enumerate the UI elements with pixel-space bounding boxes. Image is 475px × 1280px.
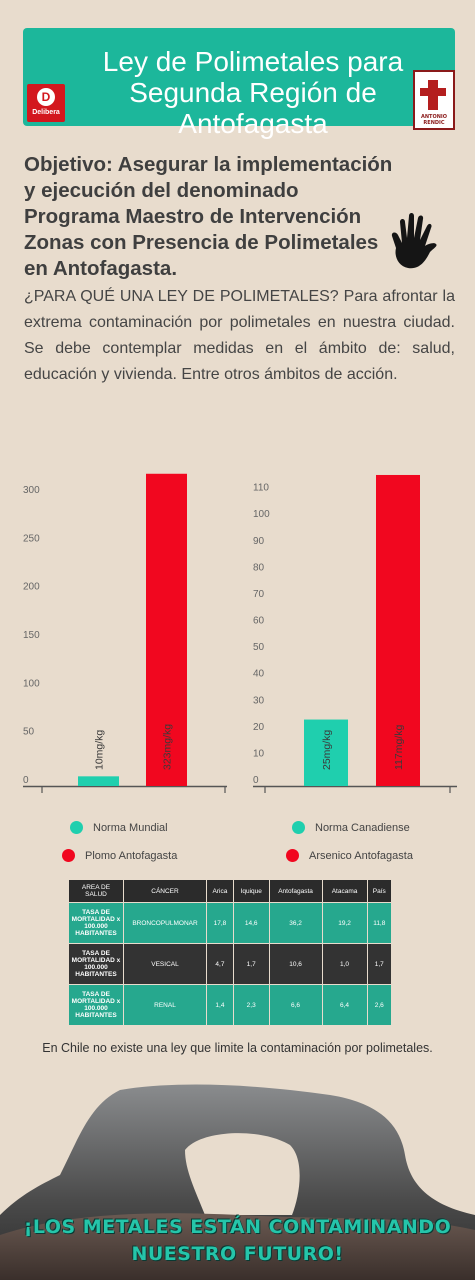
y-tick-label: 60 [253, 616, 265, 627]
y-tick-label: 70 [253, 589, 265, 600]
delibera-logo: D Delibera [27, 84, 65, 122]
handprint-icon [391, 213, 437, 269]
col-header: Arica [206, 879, 234, 903]
table-cell: 1,0 [321, 943, 368, 985]
table-cell: RENAL [123, 984, 207, 1026]
col-header: CÁNCER [123, 879, 207, 903]
table-cell: 2,6 [366, 984, 393, 1026]
y-tick-label: 80 [253, 562, 265, 573]
y-tick-label: 100 [23, 678, 40, 689]
y-tick-label: 50 [23, 727, 35, 738]
intro-paragraph: ¿PARA QUÉ UNA LEY DE POLIMETALES? Para a… [24, 288, 455, 383]
table-cell: 14,6 [232, 902, 270, 944]
y-tick-label: 10 [253, 748, 265, 759]
table-cell: 1,4 [206, 984, 234, 1026]
y-tick-label: 300 [23, 485, 40, 496]
table-cell: 6,4 [321, 984, 368, 1026]
objective-heading: Objetivo: Asegurar la implementación y e… [24, 153, 393, 280]
page-title: Ley de Polimetales para Segunda Región d… [102, 46, 404, 139]
col-header: Antofagasta [268, 879, 323, 903]
bar-data-label: 10mg/kg [94, 730, 106, 770]
table-cell: VESICAL [123, 943, 207, 985]
table-cell: 19,2 [321, 902, 368, 944]
table-cell: TASA DE MORTALIDAD x 100.000 HABITANTES [68, 902, 124, 944]
footnote-text: En Chile no existe una ley que limite la… [42, 1041, 433, 1055]
table-cell: 1,7 [232, 943, 270, 985]
table-cell: 6,6 [268, 984, 323, 1026]
table-cell: 10,6 [268, 943, 323, 985]
bar-arsenico-antofagasta [376, 474, 420, 786]
y-tick-label: 110 [253, 483, 269, 494]
y-tick-label: 100 [253, 509, 270, 520]
rock-arch-illustration [0, 1084, 475, 1280]
y-tick-label: 90 [253, 536, 265, 547]
col-header: Iquique [232, 879, 270, 903]
plomo-bar-chart: 0 50 100 150 200 250 300 10mg/kg 323mg/kg [23, 473, 227, 793]
delibera-logo-text: Delibera [32, 109, 60, 116]
legend-label-arsenico: Arsenico Antofagasta [309, 850, 413, 862]
bar-norma-canadiense [304, 719, 348, 786]
table-row: TASA DE MORTALIDAD x 100.000 HABITANTES … [68, 943, 393, 985]
table-cell: 17,8 [206, 902, 234, 944]
y-tick-label: 250 [23, 533, 40, 544]
table-cell: 4,7 [206, 943, 234, 985]
legend-label-norma-mundial: Norma Mundial [93, 822, 168, 834]
bar-data-label: 117mg/kg [393, 725, 405, 770]
delibera-logo-mark: D [37, 88, 55, 106]
table-cell: TASA DE MORTALIDAD x 100.000 HABITANTES [68, 943, 124, 985]
bar-data-label: 25mg/kg [321, 730, 333, 770]
header-banner: Ley de Polimetales para Segunda Región d… [23, 28, 455, 139]
mortality-table: AREA DE SALUD CÁNCER Arica Iquique Antof… [68, 879, 393, 1026]
arsenico-bar-chart: 0 10 20 30 40 50 60 70 80 90 100 110 25mg/kg 117mg/kg [253, 474, 457, 793]
table-cell: 11,8 [366, 902, 393, 944]
bar-data-label: 323mg/kg [162, 724, 174, 770]
y-tick-label: 50 [253, 642, 265, 653]
y-tick-label: 40 [253, 669, 265, 680]
col-header: Atacama [321, 879, 368, 903]
table-header-row: AREA DE SALUD CÁNCER Arica Iquique Antof… [68, 879, 393, 903]
table-cell: TASA DE MORTALIDAD x 100.000 HABITANTES [68, 984, 124, 1026]
legend-swatch-arsenico [286, 849, 299, 862]
school-crest-text: ANTONIO RENDIC [420, 114, 447, 126]
bar-plomo-antofagasta [146, 473, 187, 786]
slogan-text: ¡LOS METALES ESTÁN CONTAMINANDO NUESTRO … [0, 1214, 475, 1268]
slogan-line-1: ¡LOS METALES ESTÁN CONTAMINANDO [23, 1216, 452, 1238]
col-header: País [366, 879, 393, 903]
y-tick-label: 20 [253, 722, 265, 733]
table-row: TASA DE MORTALIDAD x 100.000 HABITANTES … [68, 984, 393, 1026]
y-tick-label: 0 [253, 775, 259, 786]
y-tick-label: 150 [23, 630, 40, 641]
y-tick-label: 0 [23, 775, 29, 786]
legend-swatch-norma-canadiense [292, 821, 305, 834]
table-cell: 2,3 [232, 984, 270, 1026]
col-header: AREA DE SALUD [68, 879, 124, 903]
table-cell: 1,7 [366, 943, 393, 985]
y-tick-label: 30 [253, 695, 265, 706]
legend-label-norma-canadiense: Norma Canadiense [315, 822, 410, 834]
school-crest-logo: ANTONIO RENDIC [413, 70, 455, 130]
table-cell: 36,2 [268, 902, 323, 944]
bar-norma-mundial [78, 776, 119, 786]
legend-swatch-norma-mundial [70, 821, 83, 834]
table-row: TASA DE MORTALIDAD x 100.000 HABITANTES … [68, 902, 393, 944]
legend-label-plomo: Plomo Antofagasta [85, 850, 178, 862]
y-tick-label: 200 [23, 582, 40, 593]
slogan-line-2: NUESTRO FUTURO! [131, 1243, 344, 1265]
table-cell: BRONCOPULMONAR [123, 902, 207, 944]
legend-swatch-plomo [62, 849, 75, 862]
